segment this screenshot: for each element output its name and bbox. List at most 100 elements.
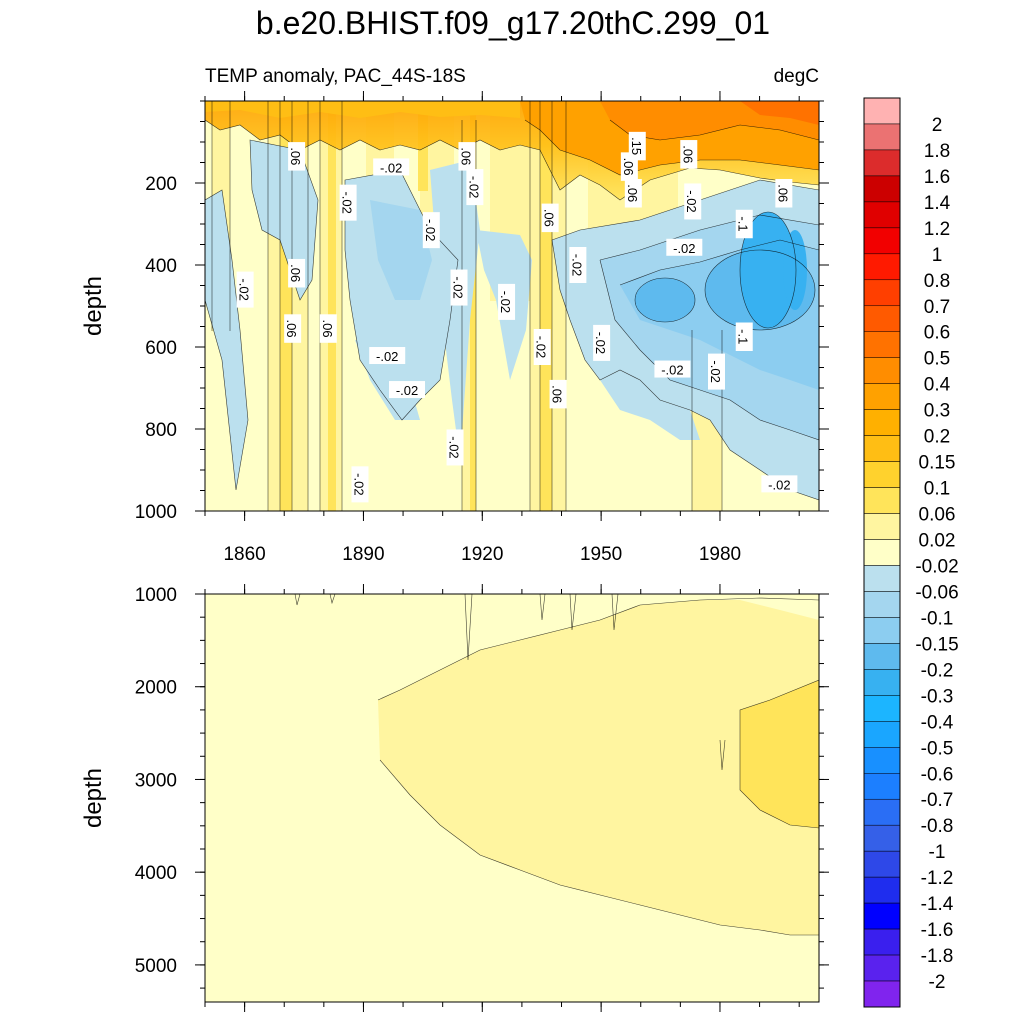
contour-label-text: -.02	[447, 436, 462, 458]
contour-label: .06	[458, 142, 476, 171]
top-contour-labels: .06 .06 .06 .06 .06 .06 .06 .06 .06 .06 .06 .15 -.02…	[236, 131, 798, 503]
colorbar-swatch	[863, 798, 901, 826]
contour-label: .06	[288, 142, 306, 171]
contour-label-text: -.02	[768, 477, 790, 492]
colorbar-swatch	[863, 591, 901, 618]
colorbar-label: -0.7	[921, 790, 954, 811]
contour-label: -.02	[446, 429, 464, 466]
colorbar-swatch	[863, 954, 901, 982]
colorbar-swatch	[863, 773, 901, 800]
colorbar-swatch	[863, 980, 901, 1008]
contour-label: -.02	[450, 269, 468, 306]
top-contour-field	[205, 101, 819, 511]
contour-label: -.02	[373, 158, 410, 176]
top-panel-title: TEMP anomaly, PAC_44S-18S	[205, 66, 466, 87]
contour-label-text: .06	[550, 385, 565, 403]
contour-label: .15	[628, 131, 646, 161]
colorbar-label: -0.6	[921, 764, 954, 785]
colorbar-swatch	[863, 253, 901, 281]
contour-label: -.02	[236, 271, 254, 308]
contour-label: .06	[319, 314, 337, 343]
contour-label-text: .15	[629, 137, 644, 155]
colorbar-label: 1.8	[924, 141, 950, 162]
contour-label-text: .06	[680, 145, 695, 163]
colorbar-label: 0.8	[924, 271, 950, 292]
colorbar-label: -1.6	[921, 920, 954, 941]
colorbar-swatch	[863, 175, 901, 203]
contour-label-text: .06	[458, 147, 473, 165]
colorbar-swatch	[863, 617, 901, 644]
contour-label-text: .06	[775, 184, 790, 202]
colorbar-label: -0.15	[915, 634, 958, 655]
contour-label: -.02	[339, 184, 357, 221]
y-tick-label: 400	[145, 256, 177, 277]
colorbar-swatch	[863, 669, 901, 696]
contour-label: -.1	[735, 322, 753, 351]
contour-label: -.02	[389, 381, 426, 399]
contour-label-text: -.02	[708, 360, 723, 382]
colorbar-label: 0.3	[924, 401, 950, 422]
contour-label: -.02	[569, 247, 587, 283]
contour-label: -.02	[533, 329, 551, 365]
contour-label-text: .06	[621, 158, 636, 176]
contour-label-text: -.02	[498, 291, 513, 313]
contour-label-text: .06	[625, 184, 640, 202]
contour-label-text: -.02	[340, 191, 355, 213]
contour-label: -.02	[466, 169, 484, 206]
contour-label-text: -.02	[593, 332, 608, 354]
contour-label: .06	[775, 179, 793, 208]
colorbar-swatch	[863, 539, 901, 566]
colorbar-label: -0.5	[921, 738, 954, 759]
contour-label: -.02	[593, 324, 611, 361]
contour-label-text: .06	[288, 147, 303, 165]
colorbar-swatch	[863, 201, 901, 229]
x-tick-label: 1950	[580, 544, 622, 565]
colorbar-swatch	[863, 928, 901, 956]
contour-label-text: -.02	[466, 176, 481, 198]
y-tick-label: 600	[145, 338, 177, 359]
colorbar-label: 0.02	[919, 531, 956, 552]
colorbar-label: 1.4	[924, 193, 951, 214]
y-tick-label: 1000	[135, 502, 177, 523]
bottom-panel: 1000 2000 3000 4000 5000 depth	[80, 584, 829, 1012]
contour-label: -.02	[708, 353, 726, 390]
colorbar-label: -0.2	[921, 660, 954, 681]
contour-label-text: -.02	[423, 219, 438, 241]
contour-label: .06	[284, 314, 302, 343]
colorbar-label: 1	[932, 245, 943, 266]
contour-label: -.02	[684, 183, 702, 220]
colorbar-swatch	[863, 876, 901, 904]
colorbar-label: -0.1	[921, 608, 954, 629]
contour-label-text: -.02	[534, 336, 549, 358]
colorbar-label: -0.4	[921, 712, 954, 733]
x-tick-label: 1860	[223, 544, 265, 565]
contour-label: -.02	[498, 283, 516, 320]
contour-label-text: -.02	[684, 190, 699, 212]
contour-label-text: -.02	[673, 241, 695, 256]
colorbar-label: 0.6	[924, 323, 950, 344]
colorbar-swatch	[863, 487, 901, 514]
colorbar-swatch	[863, 695, 901, 722]
contour-label-text: .06	[542, 209, 557, 227]
y-tick-label: 200	[145, 174, 177, 195]
colorbar-label: -1	[929, 842, 946, 863]
colorbar-swatch	[863, 565, 901, 592]
contour-label-text: -.02	[396, 383, 418, 398]
colorbar-swatch	[863, 643, 901, 670]
colorbar-label: 0.4	[924, 375, 951, 396]
contour-label-text: .06	[320, 320, 335, 338]
contour-label: -.02	[666, 238, 703, 256]
contour-label: -.02	[761, 475, 798, 493]
y-tick-label: 5000	[135, 956, 177, 977]
contour-label: -.02	[369, 347, 406, 365]
contour-label-text: .06	[284, 320, 299, 338]
colorbar-label: -1.8	[921, 946, 954, 967]
y-tick-label: 800	[145, 420, 177, 441]
contour-label: .06	[288, 258, 306, 288]
contour-label-text: -.02	[661, 363, 683, 378]
colorbar-swatch	[863, 227, 901, 255]
colorbar-label: -1.4	[921, 894, 954, 915]
colorbar-swatch	[863, 721, 901, 748]
x-tick-label: 1920	[461, 544, 503, 565]
colorbar-swatch	[863, 331, 901, 358]
